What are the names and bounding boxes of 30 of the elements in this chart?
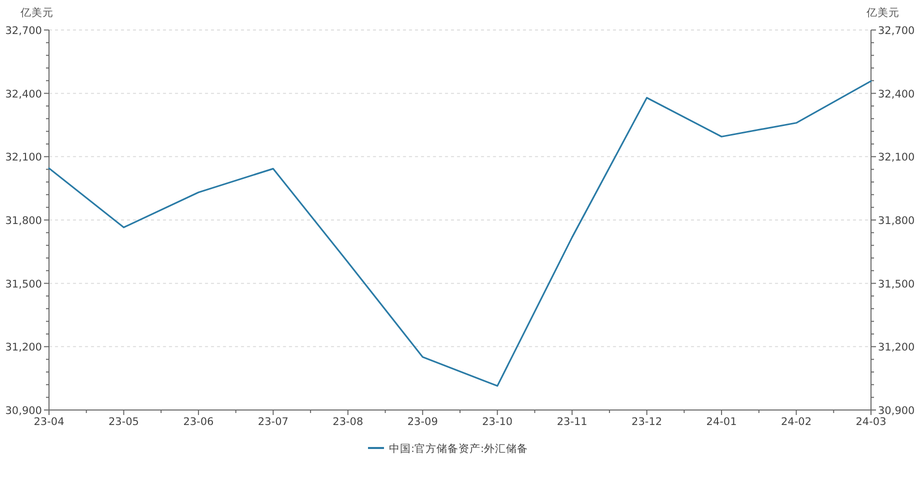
y2-tick-label: 30,900 (878, 405, 915, 417)
y2-tick-label: 32,700 (878, 25, 915, 37)
x-tick-label: 23-06 (183, 416, 214, 428)
y-tick-label: 32,400 (5, 88, 42, 100)
x-tick-label: 23-08 (332, 416, 364, 428)
x-tick-label: 23-04 (34, 416, 65, 428)
x-tick-label: 24-03 (856, 416, 886, 428)
x-tick-label: 23-07 (258, 416, 288, 428)
x-tick-label: 23-12 (632, 416, 662, 428)
x-tick-label: 23-09 (407, 416, 438, 428)
y-tick-label: 31,500 (5, 278, 42, 290)
y-tick-label: 32,100 (5, 152, 42, 164)
x-tick-label: 23-11 (556, 416, 588, 428)
x-tick-label: 24-02 (781, 416, 812, 428)
y-axis-title: 亿美元 (20, 6, 54, 19)
y-tick-label: 30,900 (5, 405, 42, 417)
x-tick-label: 24-01 (706, 416, 737, 428)
y2-tick-label: 32,400 (878, 88, 915, 100)
y2-tick-label: 32,100 (878, 152, 915, 164)
y2-tick-label: 31,500 (878, 278, 915, 290)
y-tick-label: 32,700 (5, 25, 42, 37)
line-series (48, 80, 872, 387)
y2-axis-title: 亿美元 (866, 6, 900, 19)
x-tick-label: 23-10 (482, 416, 513, 428)
y-tick-label: 31,200 (5, 342, 42, 354)
x-tick-label: 23-05 (108, 416, 139, 428)
y2-tick-label: 31,800 (878, 215, 915, 227)
y2-tick-label: 31,200 (878, 342, 915, 354)
y-tick-label: 31,800 (5, 215, 42, 227)
legend-label: 中国:官方储备资产:外汇储备 (389, 442, 528, 455)
